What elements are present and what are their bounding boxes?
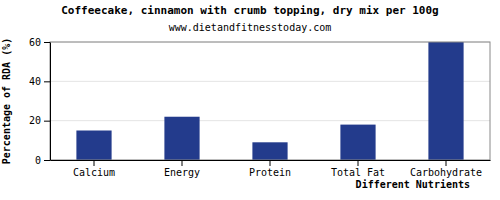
bar xyxy=(428,42,463,160)
x-tick-label: Total Fat xyxy=(331,167,385,178)
x-tick: Calcium xyxy=(73,160,115,178)
x-tick-label: Carbohydrate xyxy=(410,167,482,178)
y-tick-mark xyxy=(44,42,50,43)
grid-line xyxy=(50,120,490,121)
y-tick-mark xyxy=(44,121,50,122)
bars xyxy=(76,42,463,160)
x-tick-label: Calcium xyxy=(73,167,115,178)
y-tick-label: 40 xyxy=(29,76,41,87)
y-tick-label: 60 xyxy=(29,37,41,48)
y-tick-mark xyxy=(44,81,50,82)
plot: 0 20 40 60 Calcium Energy Protein Total Fat Carb… xyxy=(29,37,491,178)
bar xyxy=(340,125,375,160)
x-tick: Carbohydrate xyxy=(410,160,482,178)
x-tick-mark xyxy=(182,160,183,166)
x-tick-mark xyxy=(94,160,95,166)
x-tick-label: Protein xyxy=(249,167,291,178)
y-axis-line xyxy=(50,43,51,161)
x-tick: Total Fat xyxy=(331,160,385,178)
y-axis-title: Percentage of RDA (%) xyxy=(1,38,12,164)
y-axis: 0 20 40 60 xyxy=(29,37,51,166)
x-tick-mark xyxy=(270,160,271,166)
plot-frame xyxy=(50,42,490,160)
subtitle: www.dietandfitnesstoday.com xyxy=(169,22,332,33)
x-tick: Energy xyxy=(164,160,200,178)
x-tick-mark xyxy=(358,160,359,166)
x-tick-mark xyxy=(446,160,447,166)
grid xyxy=(50,42,490,160)
y-tick: 40 xyxy=(29,76,50,87)
bar xyxy=(76,131,111,161)
bar xyxy=(164,117,199,160)
chart: Coffeecake, cinnamon with crumb topping,… xyxy=(0,0,500,200)
y-tick: 60 xyxy=(29,37,50,48)
y-tick-label: 20 xyxy=(29,115,41,126)
y-tick: 20 xyxy=(29,115,50,126)
grid-line xyxy=(50,81,490,82)
background xyxy=(0,0,500,200)
x-axis-title: Different Nutrients xyxy=(356,179,470,190)
bar xyxy=(252,142,287,160)
y-tick-label: 0 xyxy=(35,155,41,166)
title: Coffeecake, cinnamon with crumb topping,… xyxy=(61,4,439,17)
y-tick: 0 xyxy=(35,155,50,166)
x-axis: Calcium Energy Protein Total Fat Carbohydrat… xyxy=(51,160,491,178)
y-tick-mark xyxy=(44,160,50,161)
x-tick-label: Energy xyxy=(164,167,200,178)
x-tick: Protein xyxy=(249,160,291,178)
plot-area xyxy=(50,42,490,160)
